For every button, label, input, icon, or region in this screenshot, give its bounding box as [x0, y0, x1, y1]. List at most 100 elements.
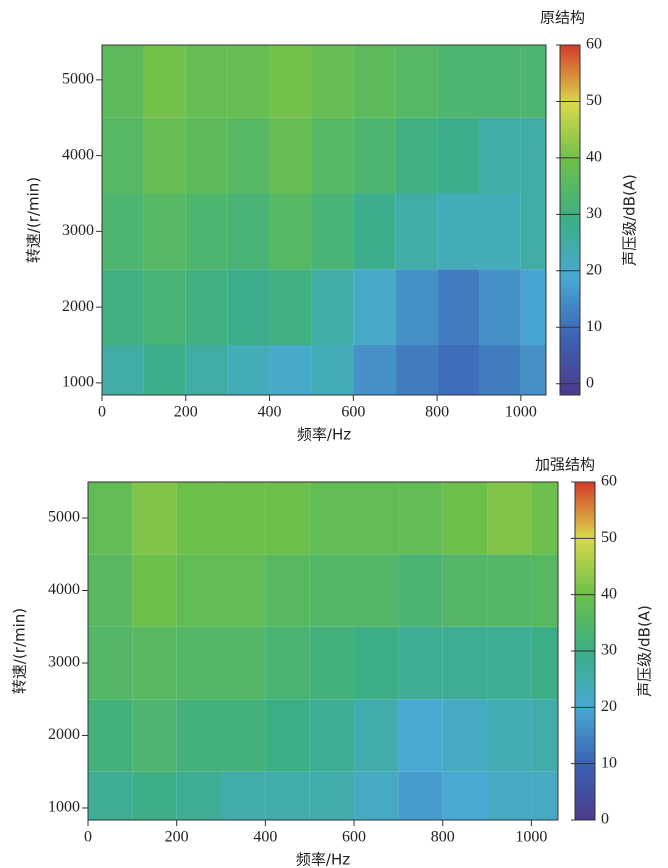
heat-cell: [398, 554, 443, 627]
heat-cell: [437, 45, 479, 118]
heat-cell: [395, 193, 438, 270]
heat-cell: [353, 193, 396, 270]
colorbar: [559, 44, 581, 396]
heat-cell: [354, 771, 399, 820]
y-tick-label: 3000: [62, 222, 94, 239]
heat-cell: [269, 269, 312, 345]
x-tick-label: 200: [174, 404, 198, 421]
heat-cell: [227, 45, 270, 118]
heat-cell: [353, 117, 396, 194]
colorbar-tick-label: 40: [601, 585, 617, 602]
colorbar-label: 声压级/dB(A): [636, 605, 654, 697]
x-axis-label: 频率/Hz: [296, 851, 350, 868]
heat-cell: [354, 482, 399, 555]
heat-cell: [478, 117, 521, 194]
heat-cell: [395, 269, 438, 345]
heat-cell: [437, 193, 479, 270]
heat-cell: [227, 345, 270, 395]
heat-cell: [311, 269, 354, 345]
colorbar-tick-label: 40: [586, 149, 602, 166]
heat-cell: [395, 345, 438, 395]
heat-cell: [221, 626, 266, 700]
x-tick-label: 800: [425, 404, 449, 421]
heat-cell: [227, 193, 270, 270]
heat-cell: [269, 345, 312, 395]
colorbar-tick-label: 60: [601, 473, 617, 490]
heat-cell: [487, 771, 532, 820]
heat-cell: [185, 117, 228, 194]
heat-cell: [176, 771, 222, 820]
heat-cell: [395, 45, 438, 118]
heat-cell: [132, 626, 177, 700]
heat-cell: [520, 269, 546, 345]
heat-cell: [531, 626, 558, 700]
heat-cell: [143, 117, 186, 194]
heat-cell: [309, 554, 355, 627]
heat-cell: [442, 482, 488, 555]
x-tick-label: 400: [258, 404, 282, 421]
heat-cell: [143, 345, 186, 395]
heat-cell: [269, 117, 312, 194]
heat-cell: [265, 626, 310, 700]
heat-cell: [185, 345, 228, 395]
heat-cell: [354, 699, 399, 772]
heat-cell: [478, 269, 521, 345]
heat-cell: [269, 193, 312, 270]
x-tick-label: 400: [253, 829, 277, 846]
heat-cell: [265, 482, 310, 555]
colorbar-tick-label: 10: [586, 318, 602, 335]
y-tick-label: 2000: [62, 298, 94, 315]
colorbar-tick-label: 0: [601, 811, 609, 828]
heat-cell: [185, 269, 228, 345]
heat-cell: [437, 345, 479, 395]
heat-cell: [353, 345, 396, 395]
heat-cell: [478, 193, 521, 270]
x-tick-label: 800: [431, 829, 455, 846]
heat-cell: [311, 193, 354, 270]
colorbar-tick-label: 60: [586, 36, 602, 53]
heat-cell: [102, 193, 144, 270]
heat-cell: [520, 345, 546, 395]
heat-cell: [442, 626, 488, 700]
y-tick-label: 1000: [48, 799, 80, 816]
heat-cell: [442, 554, 488, 627]
heat-cell: [102, 345, 144, 395]
chart-title: 加强结构: [535, 456, 595, 474]
y-axis-label: 转速/(r/min): [25, 177, 43, 263]
y-axis-label: 转速/(r/min): [11, 608, 29, 694]
heat-cell: [354, 554, 399, 627]
heat-cell: [354, 626, 399, 700]
y-tick-label: 2000: [48, 726, 80, 743]
plot-frame: [87, 481, 559, 821]
colorbar-tick-label: 0: [586, 374, 594, 391]
heat-cell: [143, 45, 186, 118]
heatmap-chart: 0 200 400 600 800 100010002000300040005000频率/…: [25, 9, 639, 444]
colorbar-tick-label: 30: [601, 642, 617, 659]
heat-cell: [132, 699, 177, 772]
colorbar-tick-label: 50: [601, 529, 617, 546]
x-tick-label: 200: [165, 829, 189, 846]
y-tick-label: 4000: [48, 581, 80, 598]
chart-title: 原结构: [540, 9, 585, 27]
heat-cell: [487, 482, 532, 555]
colorbar-tick-label: 50: [586, 92, 602, 109]
x-tick-label: 1000: [505, 404, 537, 421]
x-tick-label: 0: [84, 829, 92, 846]
heat-cell: [132, 771, 177, 820]
heat-cell: [176, 626, 222, 700]
heat-cell: [269, 45, 312, 118]
heat-cell: [221, 554, 266, 627]
heat-cell: [487, 699, 532, 772]
heat-cell: [531, 482, 558, 555]
heat-cell: [227, 117, 270, 194]
heat-cell: [398, 771, 443, 820]
colorbar-tick-label: 20: [601, 698, 617, 715]
heat-cell: [395, 117, 438, 194]
heat-cell: [221, 699, 266, 772]
heat-cell: [132, 554, 177, 627]
heat-cell: [353, 269, 396, 345]
heat-cell: [132, 482, 177, 555]
heat-cell: [311, 45, 354, 118]
heat-cell: [143, 269, 186, 345]
